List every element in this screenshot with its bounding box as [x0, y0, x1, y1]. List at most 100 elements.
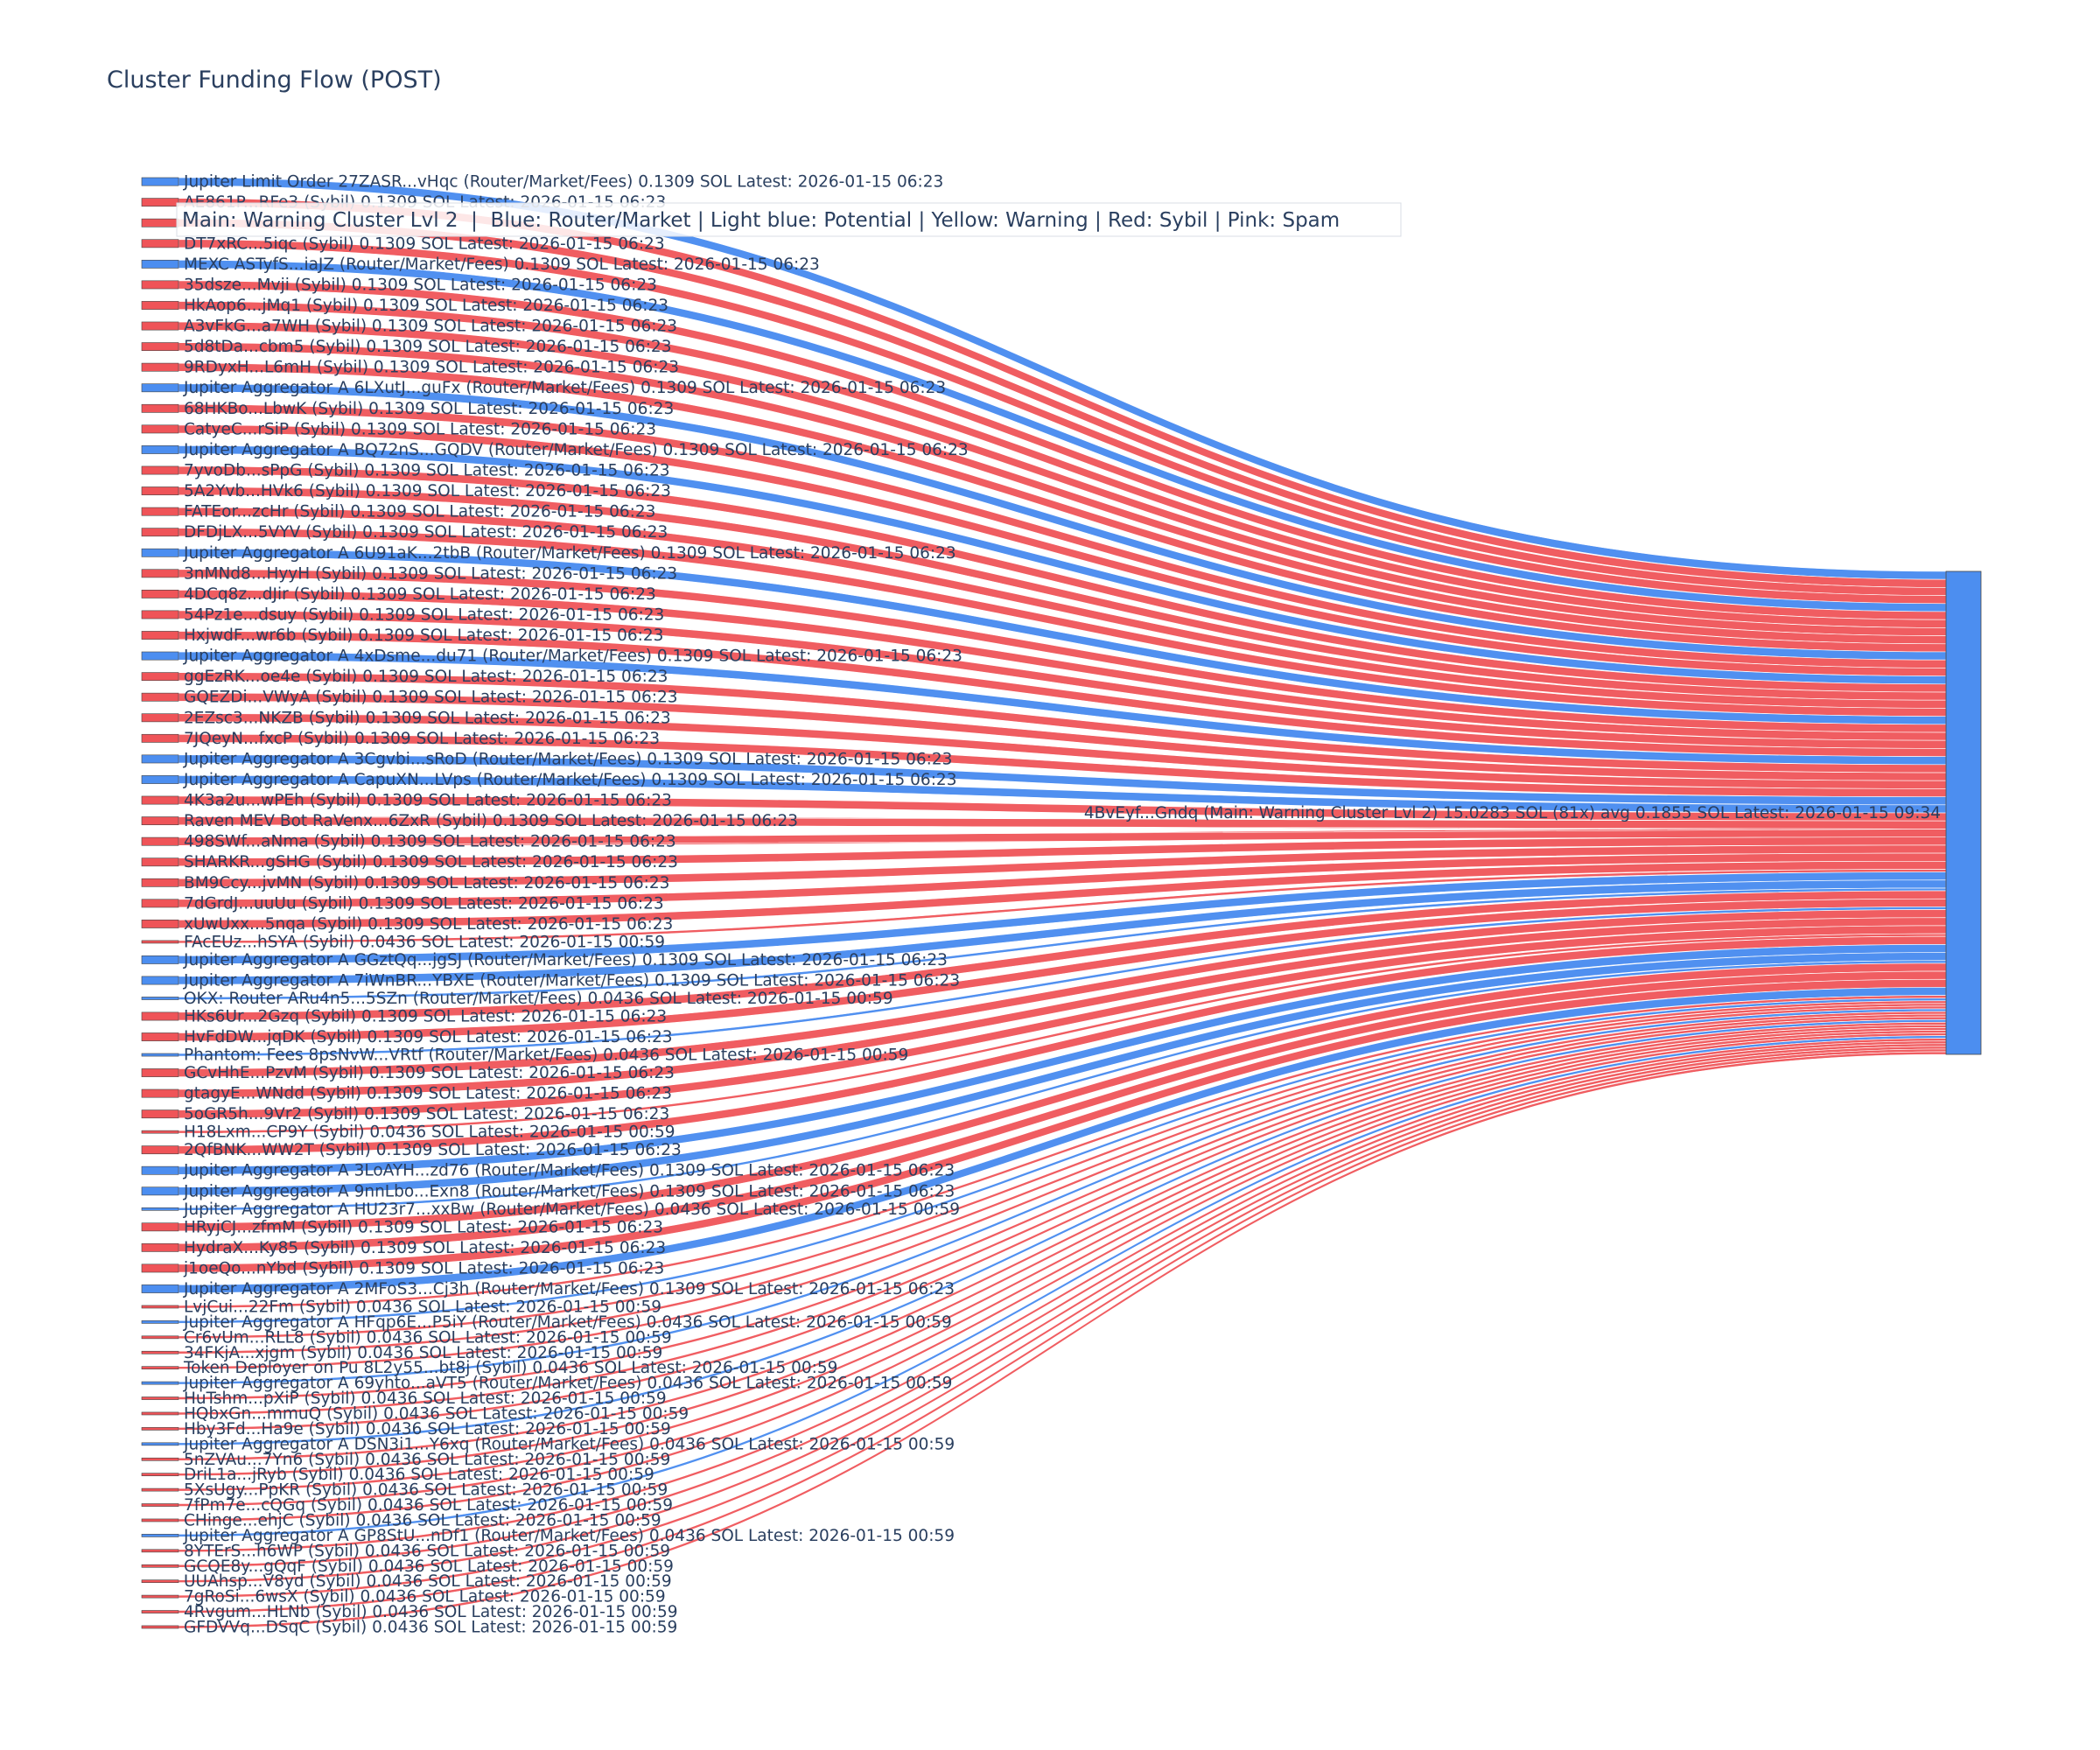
- source-node[interactable]: [141, 795, 179, 805]
- source-node[interactable]: [141, 589, 179, 598]
- source-node[interactable]: [141, 1110, 179, 1119]
- source-node[interactable]: [141, 1396, 179, 1400]
- source-node[interactable]: [141, 362, 179, 372]
- source-node[interactable]: [141, 280, 179, 290]
- source-node[interactable]: [141, 940, 179, 944]
- source-node[interactable]: [141, 956, 179, 964]
- source-node[interactable]: [141, 1320, 179, 1324]
- source-node[interactable]: [141, 754, 179, 764]
- source-node[interactable]: [141, 976, 179, 985]
- source-node[interactable]: [141, 445, 179, 454]
- source-node[interactable]: [141, 569, 179, 578]
- source-node[interactable]: [141, 321, 179, 331]
- source-node[interactable]: [141, 1350, 179, 1354]
- source-node[interactable]: [141, 692, 179, 702]
- source-node[interactable]: [141, 1335, 179, 1340]
- source-node[interactable]: [141, 486, 179, 495]
- source-node[interactable]: [141, 1381, 179, 1385]
- source-node-label: 8YTErS...h6WP (Sybil) 0.0436 SOL Latest:…: [184, 1542, 670, 1560]
- source-node[interactable]: [141, 899, 179, 908]
- source-node[interactable]: [141, 528, 179, 537]
- source-node[interactable]: [141, 1457, 179, 1461]
- source-node[interactable]: [141, 1503, 179, 1507]
- source-node[interactable]: [141, 1594, 179, 1599]
- source-node[interactable]: [141, 1442, 179, 1446]
- source-node[interactable]: [141, 1264, 179, 1273]
- source-node[interactable]: [141, 1534, 179, 1537]
- source-node[interactable]: [141, 1488, 179, 1492]
- source-node[interactable]: [141, 383, 179, 393]
- source-node[interactable]: [141, 1610, 179, 1614]
- source-node-label: HQbxGn...mmuQ (Sybil) 0.0436 SOL Latest:…: [184, 1404, 689, 1423]
- source-node[interactable]: [141, 1088, 179, 1098]
- target-node[interactable]: [1945, 570, 1982, 1055]
- source-node-label: 5oGR5h...9Vr2 (Sybil) 0.1309 SOL Latest:…: [184, 1105, 669, 1124]
- source-node-label: DriL1a...jRyb (Sybil) 0.0436 SOL Latest:…: [184, 1466, 654, 1484]
- flow-links: [178, 177, 1947, 1629]
- source-node[interactable]: [141, 548, 179, 557]
- source-node[interactable]: [141, 1166, 179, 1175]
- source-node[interactable]: [141, 997, 179, 1000]
- source-node[interactable]: [141, 1242, 179, 1252]
- source-node[interactable]: [141, 342, 179, 352]
- source-node[interactable]: [141, 1579, 179, 1584]
- source-node-label: HKs6Ur...2Gzq (Sybil) 0.1309 SOL Latest:…: [184, 1007, 667, 1026]
- source-node[interactable]: [141, 424, 179, 434]
- source-node[interactable]: [141, 1207, 179, 1211]
- source-node[interactable]: [141, 713, 179, 723]
- source-node[interactable]: [141, 507, 179, 516]
- source-node[interactable]: [141, 1625, 179, 1629]
- source-node[interactable]: [141, 403, 179, 413]
- source-node-label: SHARKR...gSHG (Sybil) 0.1309 SOL Latest:…: [184, 853, 678, 872]
- source-node[interactable]: [141, 920, 179, 928]
- source-node-label: CHinge...ehjC (Sybil) 0.0436 SOL Latest:…: [184, 1511, 662, 1530]
- source-node[interactable]: [141, 466, 179, 475]
- source-node-label: Jupiter Aggregator A 4xDsme...du71 (Rout…: [183, 648, 962, 666]
- source-node[interactable]: [141, 1473, 179, 1477]
- source-node[interactable]: [141, 816, 179, 826]
- source-node-label: Jupiter Aggregator A 3LoAYH...zd76 (Rout…: [183, 1162, 955, 1180]
- source-node[interactable]: [141, 878, 179, 887]
- source-node-label: DFDjLX...5VYV (Sybil) 0.1309 SOL Latest:…: [184, 523, 668, 542]
- source-node[interactable]: [141, 1366, 179, 1370]
- source-node[interactable]: [141, 775, 179, 784]
- source-node-label: Phantom: Fees 8psNvW...VRtf (Router/Mark…: [184, 1046, 908, 1065]
- source-node-label: Jupiter Aggregator A 7iWnBR...YBXE (Rout…: [183, 971, 960, 990]
- source-node[interactable]: [141, 1186, 179, 1196]
- source-node[interactable]: [141, 1564, 179, 1568]
- source-node-label: Jupiter Aggregator A HU23r7...xxBw (Rout…: [183, 1200, 960, 1219]
- source-node-label: Jupiter Aggregator A 2MFoS3...Cj3h (Rout…: [183, 1280, 955, 1298]
- source-node[interactable]: [141, 1012, 179, 1021]
- source-node[interactable]: [141, 1305, 179, 1309]
- source-node[interactable]: [141, 1032, 179, 1041]
- source-node-label: 4Rvgum...HLNb (Sybil) 0.0436 SOL Latest:…: [184, 1603, 678, 1621]
- source-node[interactable]: [141, 1518, 179, 1522]
- source-node[interactable]: [141, 1130, 179, 1134]
- source-node[interactable]: [141, 858, 179, 867]
- source-node[interactable]: [141, 1427, 179, 1431]
- source-node[interactable]: [141, 198, 179, 207]
- source-node[interactable]: [141, 301, 179, 310]
- source-node[interactable]: [141, 177, 179, 186]
- source-node[interactable]: [141, 610, 179, 620]
- source-node[interactable]: [141, 1053, 179, 1057]
- source-node[interactable]: [141, 1222, 179, 1232]
- source-node[interactable]: [141, 836, 179, 846]
- source-node[interactable]: [141, 1068, 179, 1077]
- source-node[interactable]: [141, 1549, 179, 1553]
- source-node-label: 4K3a2u...wPEh (Sybil) 0.1309 SOL Latest:…: [184, 792, 672, 810]
- source-node-label: Jupiter Aggregator A GP8StU...nDf1 (Rout…: [183, 1527, 955, 1545]
- source-node[interactable]: [141, 631, 179, 640]
- source-node[interactable]: [141, 733, 179, 743]
- source-node[interactable]: [141, 651, 179, 661]
- source-node-label: 7JQeyN...fxcP (Sybil) 0.1309 SOL Latest:…: [184, 730, 660, 748]
- source-node[interactable]: [141, 218, 179, 228]
- source-node[interactable]: [141, 672, 179, 682]
- source-node[interactable]: [141, 1145, 179, 1155]
- source-node-label: GQEZDi...VWyA (Sybil) 0.1309 SOL Latest:…: [184, 689, 678, 707]
- source-node[interactable]: [141, 239, 179, 248]
- source-node[interactable]: [141, 259, 179, 269]
- source-node-label: Jupiter Aggregator A DSN3i1...Y6xq (Rout…: [183, 1435, 955, 1453]
- source-node[interactable]: [141, 1284, 179, 1293]
- source-node[interactable]: [141, 1411, 179, 1416]
